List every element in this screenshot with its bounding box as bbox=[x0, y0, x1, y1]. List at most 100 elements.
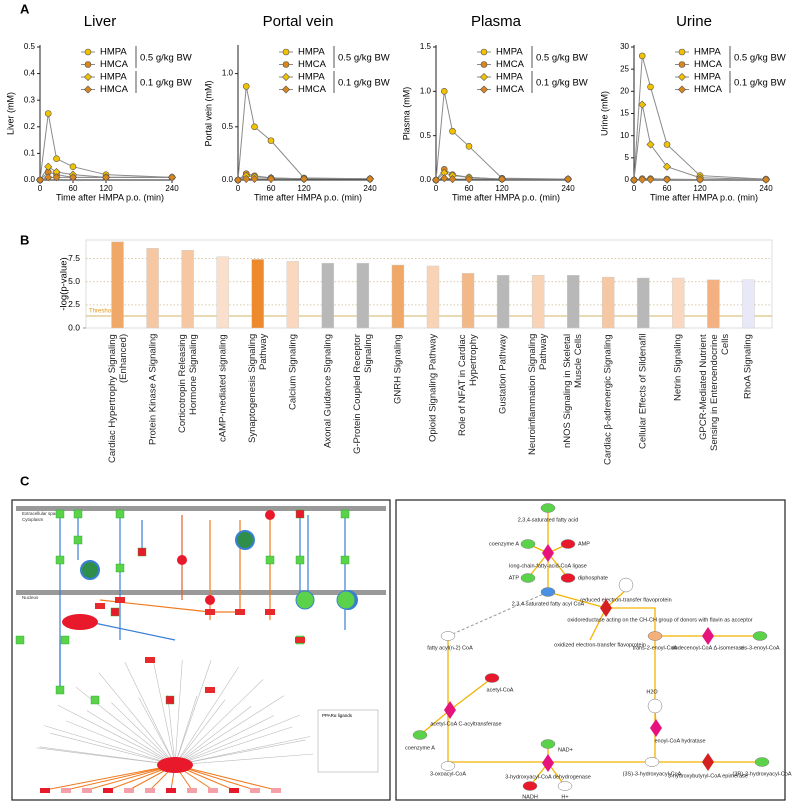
y-tick-label: 1.0 bbox=[420, 86, 432, 95]
node-label: 2,3,4-saturated fatty acid bbox=[518, 517, 579, 523]
x-tick-label: Gustation Pathway bbox=[497, 334, 509, 414]
y-tick-label: 0.0 bbox=[222, 175, 234, 184]
pathway-node bbox=[73, 509, 83, 519]
series-line bbox=[633, 104, 767, 181]
data-point bbox=[251, 123, 258, 131]
legend-group-label: 0.1 g/kg BW bbox=[734, 78, 786, 89]
data-point bbox=[638, 52, 646, 60]
y-tick-label: 0.0 bbox=[24, 175, 36, 184]
chart-title: Portal vein bbox=[263, 13, 334, 30]
pathway-edge bbox=[44, 764, 176, 791]
legend-group-label: 0.5 g/kg BW bbox=[536, 53, 588, 64]
data-point bbox=[299, 174, 309, 183]
x-tick-label: RhoA Signaling bbox=[742, 334, 754, 399]
legend-group-label: 0.5 g/kg BW bbox=[140, 53, 192, 64]
pathway-node bbox=[644, 757, 660, 767]
pathway-node bbox=[145, 788, 155, 793]
data-point bbox=[449, 127, 456, 135]
node-label: cis-3-enoyl-CoA bbox=[740, 645, 779, 651]
pathway-node bbox=[265, 555, 275, 565]
legend-marker bbox=[84, 61, 92, 68]
legend-title: PPARα ligands bbox=[322, 713, 353, 718]
y-tick-label: 10 bbox=[620, 131, 629, 140]
pathway-node bbox=[137, 547, 147, 557]
legend-marker bbox=[677, 72, 687, 82]
x-tick-label: 60 bbox=[69, 184, 78, 193]
node-label: dodecenoyl-CoA Δ-isomerase bbox=[672, 645, 745, 651]
compartment-label: Cytoplasm bbox=[22, 517, 44, 522]
bar bbox=[531, 275, 545, 329]
pathway-node bbox=[265, 609, 275, 615]
bar bbox=[356, 262, 370, 329]
data-point bbox=[761, 175, 771, 184]
legend-marker bbox=[479, 85, 489, 94]
legend-marker bbox=[83, 85, 93, 94]
y-tick-label: 0 bbox=[625, 175, 630, 184]
node-label: 3-hydroxybutyryl-CoA epimerase bbox=[668, 773, 748, 779]
legend-label: HMCA bbox=[694, 84, 723, 95]
data-point bbox=[663, 141, 671, 148]
pathway-node bbox=[702, 753, 714, 771]
data-point bbox=[440, 174, 449, 183]
data-point bbox=[44, 173, 53, 182]
pathway-node bbox=[165, 695, 175, 705]
panel-label: C bbox=[20, 473, 30, 488]
legend-marker bbox=[281, 85, 291, 94]
y-tick-label: 0.0 bbox=[68, 322, 80, 332]
pathway-node bbox=[520, 539, 536, 549]
y-tick-label: 0.4 bbox=[24, 69, 36, 78]
legend-label: HMPA bbox=[496, 72, 523, 83]
y-tick-label: 0.3 bbox=[24, 95, 36, 104]
bar bbox=[602, 276, 615, 329]
pathway-node bbox=[73, 535, 83, 545]
x-tick-label: GNRH Signaling bbox=[392, 334, 404, 404]
chart-title: Liver bbox=[84, 13, 117, 30]
node-label: diphosphate bbox=[578, 575, 608, 581]
legend-label: HMPA bbox=[100, 47, 127, 58]
pathway-node bbox=[340, 555, 350, 565]
bar bbox=[567, 275, 580, 329]
node-label: fatty acyl(n-2) CoA bbox=[427, 645, 473, 651]
series-line bbox=[633, 55, 767, 181]
y-axis-label: Urine (mM) bbox=[599, 91, 609, 136]
bar bbox=[286, 261, 299, 329]
x-tick-label: Netrin Signaling bbox=[672, 334, 684, 402]
data-point bbox=[44, 110, 52, 117]
data-point bbox=[35, 175, 45, 185]
pathway-node bbox=[702, 627, 714, 645]
bar bbox=[637, 277, 650, 329]
pathway-node bbox=[205, 687, 215, 693]
node-label: enoyl-CoA hydratase bbox=[654, 738, 705, 744]
y-tick-label: 1.5 bbox=[420, 42, 432, 51]
pathway-node bbox=[205, 609, 215, 615]
y-tick-label: 0.2 bbox=[24, 122, 36, 131]
chart-title: Plasma bbox=[471, 13, 522, 30]
x-tick-label: 240 bbox=[759, 184, 773, 193]
pathway-edge bbox=[174, 764, 277, 791]
pathway-node bbox=[600, 599, 612, 617]
pathway-node bbox=[82, 788, 92, 793]
pathway-node bbox=[560, 539, 576, 549]
y-tick-label: 25 bbox=[620, 64, 629, 73]
bar bbox=[321, 262, 335, 329]
pathway-node bbox=[235, 530, 255, 550]
x-tick-label: 60 bbox=[663, 184, 672, 193]
pathway-edge bbox=[66, 720, 176, 766]
node-label: (3S)-3-hydroxyacyl-CoA bbox=[623, 771, 682, 777]
legend-group-label: 0.1 g/kg BW bbox=[338, 78, 390, 89]
x-axis-label: Time after HMPA p.o. (min) bbox=[650, 192, 758, 202]
pathway-node bbox=[440, 631, 456, 641]
pathway-edge bbox=[449, 677, 493, 711]
node-label: H2O bbox=[646, 689, 658, 695]
bar bbox=[111, 241, 124, 329]
pathway-node bbox=[55, 509, 65, 519]
pathway-edge bbox=[174, 739, 306, 766]
data-point bbox=[266, 174, 276, 183]
data-point bbox=[167, 173, 177, 182]
legend-group-label: 0.1 g/kg BW bbox=[536, 78, 588, 89]
pathway-edge bbox=[167, 695, 176, 766]
x-tick-label: Cardiac β-adrenergic Signaling bbox=[602, 334, 614, 465]
pathway-node bbox=[295, 637, 305, 643]
node-label: NADH bbox=[522, 794, 538, 800]
